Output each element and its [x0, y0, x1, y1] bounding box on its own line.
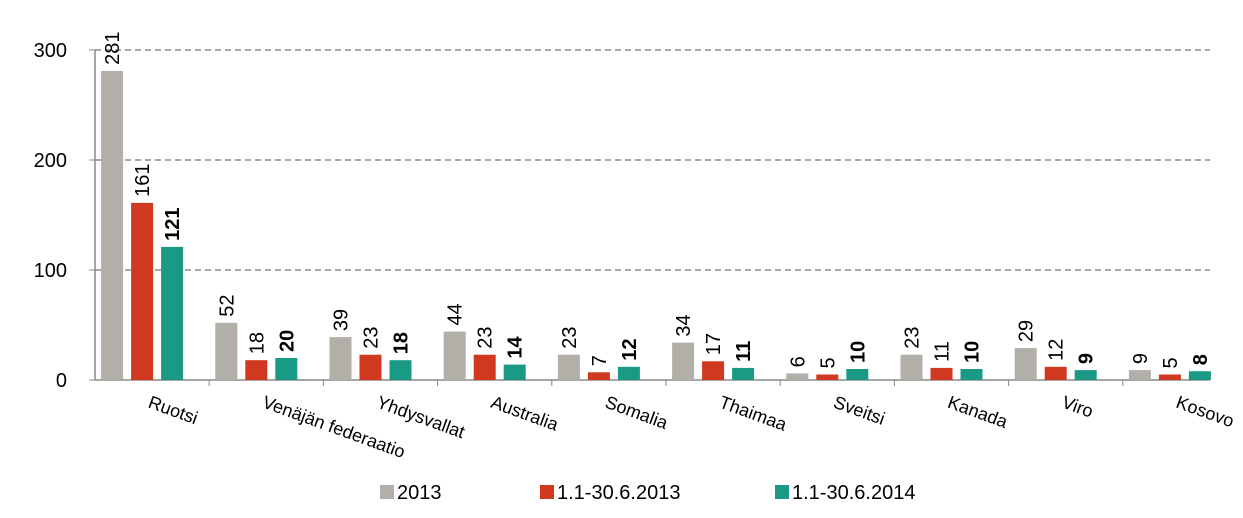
- bar: [161, 246, 184, 380]
- bar: [1074, 370, 1097, 380]
- bar: [786, 373, 809, 380]
- value-label: 29: [1016, 320, 1038, 342]
- y-tick-label: 300: [34, 40, 67, 62]
- value-label: 5: [817, 357, 839, 368]
- bar: [1158, 374, 1181, 380]
- bar: [1044, 366, 1067, 380]
- legend-label: 1.1-30.6.2013: [557, 482, 680, 504]
- value-label: 23: [559, 326, 581, 348]
- x-tick-label: Thaimaa: [717, 392, 791, 435]
- value-label: 52: [216, 295, 238, 317]
- bar: [617, 366, 640, 380]
- x-tick-label: Somalia: [603, 392, 672, 433]
- y-tick-label: 200: [34, 150, 67, 172]
- value-label: 8: [1190, 354, 1212, 365]
- value-label: 10: [847, 341, 869, 363]
- value-label: 18: [391, 332, 413, 354]
- bar: [359, 354, 382, 380]
- bar: [732, 367, 755, 380]
- x-tick-label: Kosovo: [1174, 392, 1237, 431]
- bar: [215, 322, 238, 380]
- bar: [557, 354, 580, 380]
- value-label: 23: [361, 326, 383, 348]
- x-tick-label: Sveitsi: [831, 392, 888, 429]
- value-label: 23: [475, 326, 497, 348]
- bar: [473, 354, 496, 380]
- value-label: 11: [733, 341, 755, 362]
- value-label: 161: [132, 164, 154, 197]
- value-label: 14: [505, 335, 527, 358]
- value-label: 7: [589, 355, 611, 366]
- bar: [245, 360, 268, 380]
- y-tick-label: 100: [34, 260, 67, 282]
- value-label: 5: [1160, 357, 1182, 368]
- bar: [131, 202, 154, 380]
- value-label: 9: [1130, 353, 1152, 364]
- x-tick-label: Australia: [488, 392, 562, 435]
- y-tick-label: 0: [56, 370, 67, 392]
- value-label: 44: [445, 303, 467, 325]
- bar: [101, 70, 124, 381]
- bar: [816, 374, 839, 380]
- legend-swatch: [380, 485, 394, 499]
- bar: [389, 360, 412, 380]
- bar: [1128, 370, 1151, 380]
- legend-swatch: [775, 485, 789, 499]
- bar: [960, 369, 983, 380]
- bar: [587, 372, 610, 380]
- value-label: 6: [787, 356, 809, 367]
- value-label: 23: [902, 326, 924, 348]
- value-label: 281: [102, 32, 124, 65]
- legend-label: 1.1-30.6.2014: [792, 482, 915, 504]
- bar: [702, 361, 725, 380]
- legend-label: 2013: [397, 482, 442, 504]
- bar: [672, 342, 695, 380]
- value-label: 11: [932, 341, 954, 362]
- bar: [930, 367, 953, 380]
- value-label: 10: [962, 341, 984, 363]
- bar: [1014, 348, 1037, 380]
- bar: [329, 337, 352, 380]
- bar: [900, 354, 923, 380]
- value-label: 12: [619, 339, 641, 361]
- value-label: 121: [162, 208, 184, 241]
- value-label: 39: [331, 309, 353, 331]
- x-tick-label: Kanada: [945, 392, 1011, 432]
- value-label: 34: [673, 314, 695, 336]
- x-tick-label: Viro: [1059, 392, 1096, 422]
- value-label: 12: [1046, 339, 1068, 361]
- bar: [443, 331, 466, 380]
- value-label: 17: [703, 333, 725, 355]
- value-label: 18: [246, 332, 268, 354]
- bar: [503, 364, 526, 380]
- x-tick-label: Ruotsi: [146, 392, 201, 428]
- bar: [275, 358, 298, 380]
- value-label: 20: [276, 330, 298, 352]
- value-label: 9: [1076, 353, 1098, 364]
- legend-swatch: [540, 485, 554, 499]
- bar: [846, 369, 869, 380]
- bar: [1188, 371, 1211, 380]
- x-tick-label: Yhdysvallat: [374, 392, 467, 442]
